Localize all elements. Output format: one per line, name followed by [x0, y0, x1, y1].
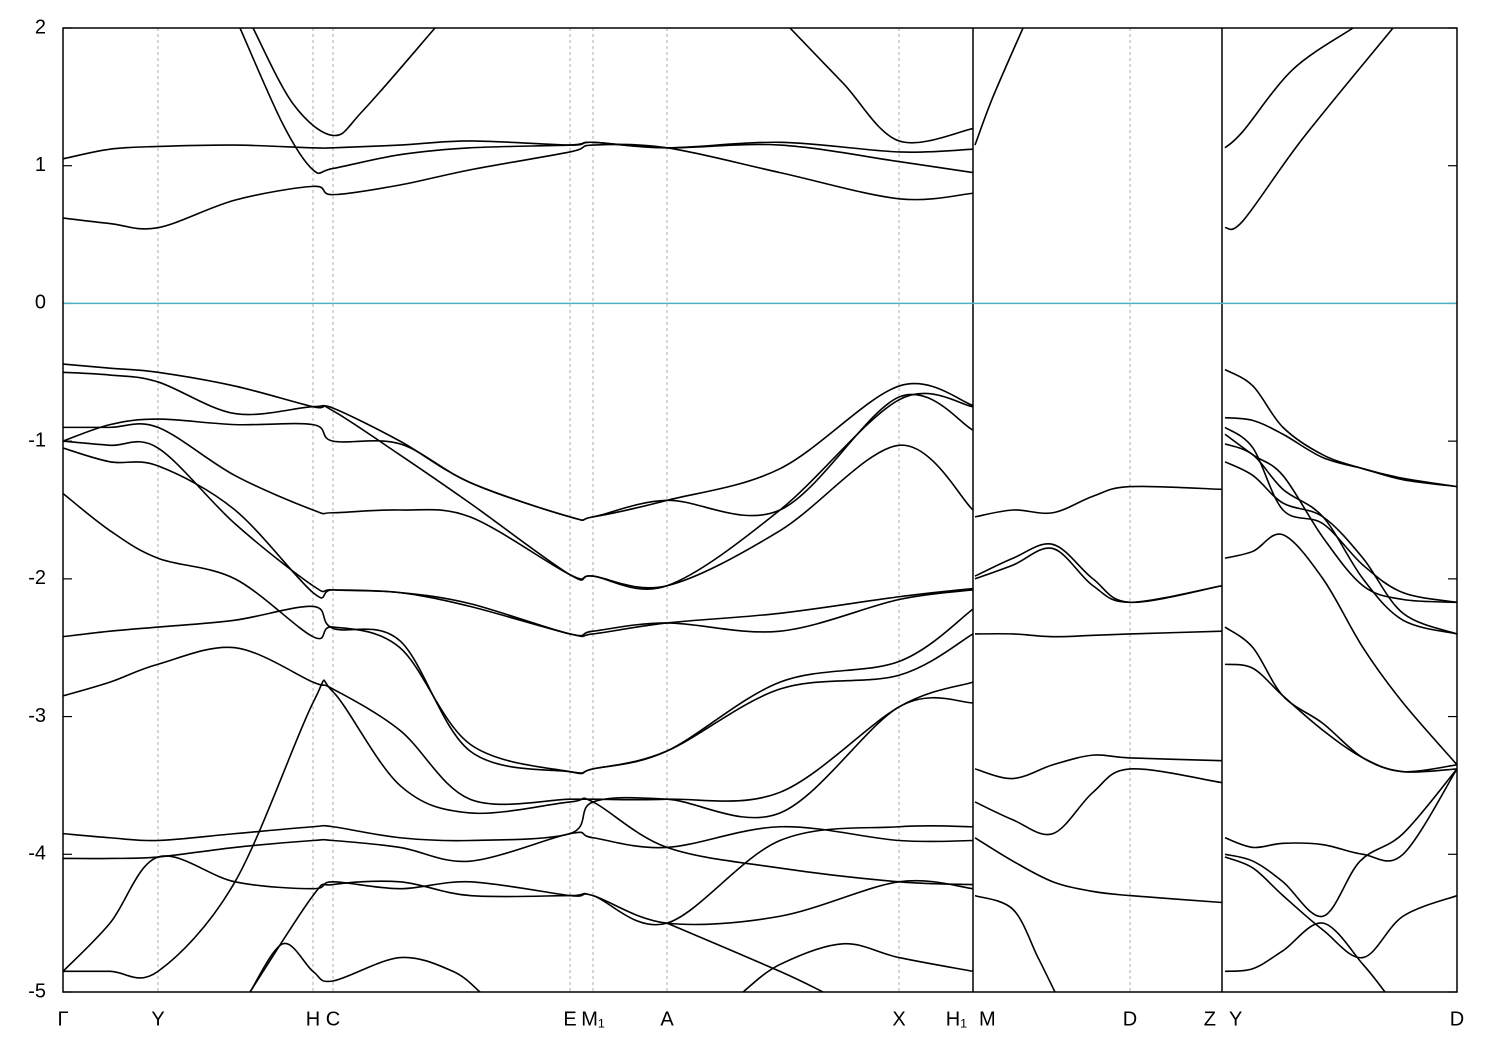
band-line: [63, 143, 974, 230]
band-line: [239, 28, 974, 175]
band-line: [1224, 28, 1394, 231]
x-tick-label: Y: [151, 1008, 164, 1030]
band-line: [63, 393, 974, 521]
band-line: [1224, 443, 1457, 635]
band-line: [974, 768, 1223, 836]
band-line: [1224, 856, 1457, 959]
band-line: [63, 825, 974, 863]
band-line: [1224, 433, 1457, 604]
x-tick-label: C: [326, 1008, 340, 1030]
band-line: [1224, 461, 1457, 635]
band-line: [63, 140, 974, 174]
plot-frame: [62, 27, 1458, 993]
band-line: [1224, 368, 1457, 488]
band-line: [1224, 416, 1457, 488]
x-tick-label: A: [660, 1008, 674, 1030]
x-tick-label: H: [306, 1008, 320, 1030]
band-line: [1224, 768, 1457, 918]
band-line: [1224, 28, 1354, 149]
band-line: [1224, 533, 1457, 766]
band-line: [63, 440, 974, 638]
y-tick-label: 0: [35, 292, 46, 314]
y-tick-label: -1: [28, 429, 46, 451]
band-line: [974, 754, 1223, 780]
x-tick-label: M₁: [581, 1008, 605, 1030]
band-line: [63, 423, 974, 589]
bands: [63, 28, 1457, 992]
band-line: [63, 363, 974, 521]
band-line: [252, 28, 436, 137]
band-line: [63, 605, 974, 774]
x-tick-label: Z: [1204, 1008, 1216, 1030]
band-line: [666, 922, 824, 992]
y-tick-label: 1: [35, 154, 46, 176]
y-tick-label: 2: [35, 16, 46, 38]
band-line: [249, 942, 481, 992]
band-line: [974, 547, 1223, 604]
grid: [63, 27, 1457, 993]
band-line: [974, 894, 1056, 992]
y-tick-label: -2: [28, 567, 46, 589]
band-line: [974, 485, 1223, 518]
x-tick-label: X: [892, 1008, 905, 1030]
x-tick-label: Y: [1229, 1008, 1242, 1030]
band-line: [63, 696, 974, 842]
band-line: [974, 837, 1223, 904]
x-tick-label: D: [1450, 1008, 1464, 1030]
y-tick-label: -5: [28, 980, 46, 1002]
x-tick-label: H₁: [946, 1008, 967, 1030]
band-line: [789, 28, 974, 144]
band-line: [974, 630, 1223, 638]
y-tick-label: -4: [28, 843, 46, 865]
band-line: [742, 942, 974, 992]
band-line: [63, 492, 974, 775]
y-tick-label: -3: [28, 705, 46, 727]
band-line: [63, 371, 974, 590]
band-line: [974, 28, 1024, 146]
band-line: [63, 679, 974, 979]
x-tick-label: D: [1123, 1008, 1137, 1030]
band-line: [63, 646, 974, 806]
x-tick-label: Γ: [57, 1008, 68, 1030]
band-line: [249, 879, 974, 992]
band-line: [1224, 626, 1457, 773]
band-line: [1224, 426, 1457, 604]
band-line: [63, 824, 974, 972]
band-line: [1224, 768, 1457, 862]
band-line: [1224, 663, 1457, 773]
band-line: [1224, 922, 1386, 992]
band-line: [63, 447, 974, 637]
x-tick-label: E: [563, 1008, 576, 1030]
x-tick-label: M: [979, 1008, 996, 1030]
